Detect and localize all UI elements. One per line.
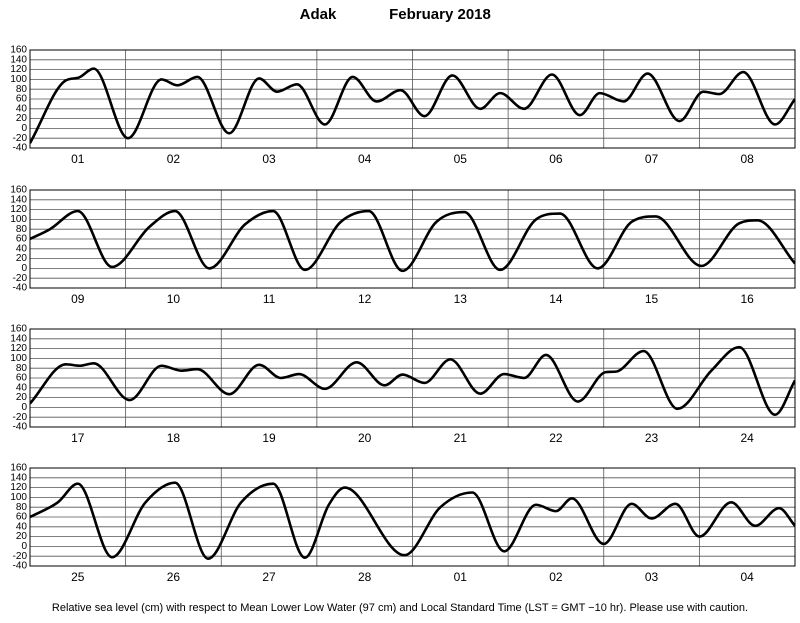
y-tick-label: 160 xyxy=(10,324,27,335)
y-tick-label: 0 xyxy=(21,123,27,134)
day-label: 20 xyxy=(358,431,372,445)
y-tick-label: 80 xyxy=(16,224,28,235)
y-tick-label: -40 xyxy=(13,422,28,433)
day-label: 19 xyxy=(262,431,276,445)
day-label: 12 xyxy=(358,292,372,306)
day-label: 13 xyxy=(454,292,468,306)
day-label: 04 xyxy=(741,570,755,584)
y-tick-label: 100 xyxy=(10,74,27,85)
y-tick-label: 40 xyxy=(16,243,28,254)
day-label: 24 xyxy=(741,431,755,445)
plot-frame xyxy=(29,328,796,428)
y-tick-label: 100 xyxy=(10,492,27,503)
day-label: 14 xyxy=(549,292,563,306)
day-label: 05 xyxy=(454,152,468,166)
day-label: 27 xyxy=(262,570,276,584)
day-label: 07 xyxy=(645,152,659,166)
y-tick-label: -40 xyxy=(13,561,28,572)
y-tick-label: 20 xyxy=(16,531,28,542)
day-label: 28 xyxy=(358,570,372,584)
y-tick-label: 160 xyxy=(10,45,27,56)
y-tick-label: 140 xyxy=(10,54,27,65)
day-label: 03 xyxy=(262,152,276,166)
day-label: 01 xyxy=(454,570,468,584)
tide-curve xyxy=(30,345,795,417)
date: February 2018 xyxy=(389,6,491,23)
y-tick-label: 160 xyxy=(10,185,27,196)
y-tick-label: -40 xyxy=(13,143,28,154)
y-tick-label: -20 xyxy=(13,412,28,423)
y-tick-label: 40 xyxy=(16,521,28,532)
y-tick-label: 60 xyxy=(16,234,28,245)
y-tick-label: 120 xyxy=(10,64,27,75)
y-tick-label: 120 xyxy=(10,482,27,493)
day-label: 02 xyxy=(549,570,563,584)
day-label: 21 xyxy=(454,431,468,445)
y-tick-label: -40 xyxy=(13,283,28,294)
y-tick-label: 120 xyxy=(10,204,27,215)
day-label: 17 xyxy=(71,431,85,445)
y-tick-label: -20 xyxy=(13,133,28,144)
y-tick-label: 120 xyxy=(10,343,27,354)
day-label: 01 xyxy=(71,152,85,166)
y-tick-label: -20 xyxy=(13,551,28,562)
day-label: 22 xyxy=(549,431,563,445)
y-tick-label: 40 xyxy=(16,382,28,393)
y-tick-label: 20 xyxy=(16,113,28,124)
tide-curve xyxy=(30,67,795,144)
day-label: 04 xyxy=(358,152,372,166)
tide-curve xyxy=(30,481,795,560)
day-label: 09 xyxy=(71,292,85,306)
y-tick-label: 60 xyxy=(16,94,28,105)
footnote: Relative sea level (cm) with respect to … xyxy=(52,602,748,614)
y-tick-label: 80 xyxy=(16,84,28,95)
y-tick-label: 160 xyxy=(10,463,27,474)
y-tick-label: 140 xyxy=(10,333,27,344)
y-tick-label: 100 xyxy=(10,214,27,225)
day-label: 18 xyxy=(167,431,181,445)
plot-frame xyxy=(29,49,796,149)
y-tick-label: 100 xyxy=(10,353,27,364)
day-label: 26 xyxy=(167,570,181,584)
y-tick-label: 0 xyxy=(21,402,27,413)
day-label: 11 xyxy=(263,292,276,306)
day-label: 10 xyxy=(167,292,181,306)
day-label: 02 xyxy=(167,152,181,166)
y-tick-label: 0 xyxy=(21,263,27,274)
day-label: 06 xyxy=(549,152,563,166)
y-tick-label: 140 xyxy=(10,194,27,205)
day-label: 16 xyxy=(741,292,755,306)
day-label: 08 xyxy=(741,152,755,166)
tide-curve xyxy=(30,209,795,273)
y-tick-label: 80 xyxy=(16,502,28,513)
y-tick-label: 0 xyxy=(21,541,27,552)
y-tick-label: 40 xyxy=(16,103,28,114)
day-label: 03 xyxy=(645,570,659,584)
y-tick-label: 80 xyxy=(16,363,28,374)
y-tick-label: 60 xyxy=(16,512,28,523)
y-tick-label: -20 xyxy=(13,273,28,284)
y-tick-label: 60 xyxy=(16,373,28,384)
station: Adak xyxy=(300,6,337,23)
y-tick-label: 20 xyxy=(16,253,28,264)
y-tick-label: 20 xyxy=(16,392,28,403)
y-tick-label: 140 xyxy=(10,472,27,483)
day-label: 23 xyxy=(645,431,659,445)
day-label: 15 xyxy=(645,292,659,306)
day-label: 25 xyxy=(71,570,85,584)
